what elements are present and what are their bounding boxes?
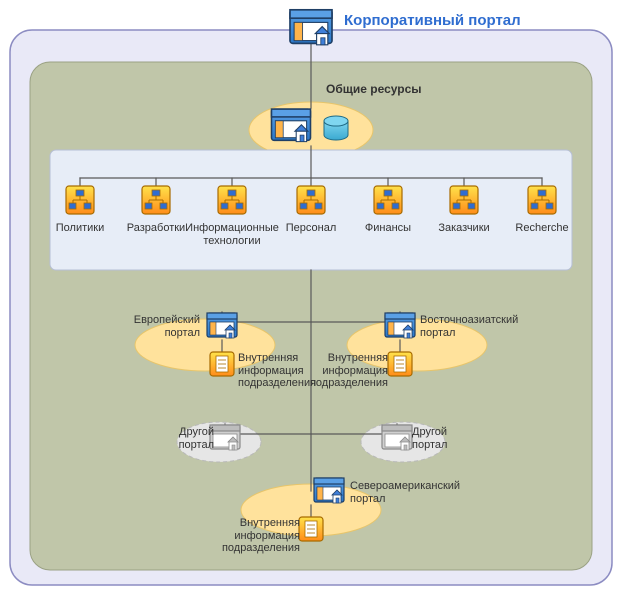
other-right-portal-icon xyxy=(382,425,412,450)
na-doc-label: Внутренняяинформацияподразделения xyxy=(190,517,300,555)
na-doc-icon xyxy=(299,517,323,541)
common-resources-title: Общие ресурсы xyxy=(326,82,486,96)
na-portal-label: Североамериканскийпортал xyxy=(350,480,510,505)
diagram-stage: Корпоративный порталОбщие ресурсыПолитик… xyxy=(0,0,622,593)
category-icon-4 xyxy=(374,186,402,214)
category-icon-2 xyxy=(218,186,246,214)
ea-doc-label: Внутренняяинформацияподразделения xyxy=(278,352,388,390)
corporate-portal-title: Корпоративный портал xyxy=(344,12,604,29)
ea-portal-icon xyxy=(385,313,415,338)
category-icon-0 xyxy=(66,186,94,214)
other-left-portal-icon xyxy=(210,425,240,450)
corporate-portal-icon xyxy=(290,10,332,45)
eu-portal-label: Европейскийпортал xyxy=(100,314,200,339)
na-portal-icon xyxy=(314,478,344,503)
ea-doc-icon xyxy=(388,352,412,376)
other-left-label: Другойпортал xyxy=(158,426,214,451)
category-label-6: Recherche xyxy=(494,222,590,235)
ea-portal-label: Восточноазиатскийпортал xyxy=(420,314,560,339)
category-icon-1 xyxy=(142,186,170,214)
category-icon-3 xyxy=(297,186,325,214)
category-icon-5 xyxy=(450,186,478,214)
eu-portal-icon xyxy=(207,313,237,338)
eu-doc-icon xyxy=(210,352,234,376)
common-db-icon xyxy=(324,116,348,140)
common-portal-icon xyxy=(272,109,311,142)
other-right-label: Другойпортал xyxy=(412,426,468,451)
category-icon-6 xyxy=(528,186,556,214)
